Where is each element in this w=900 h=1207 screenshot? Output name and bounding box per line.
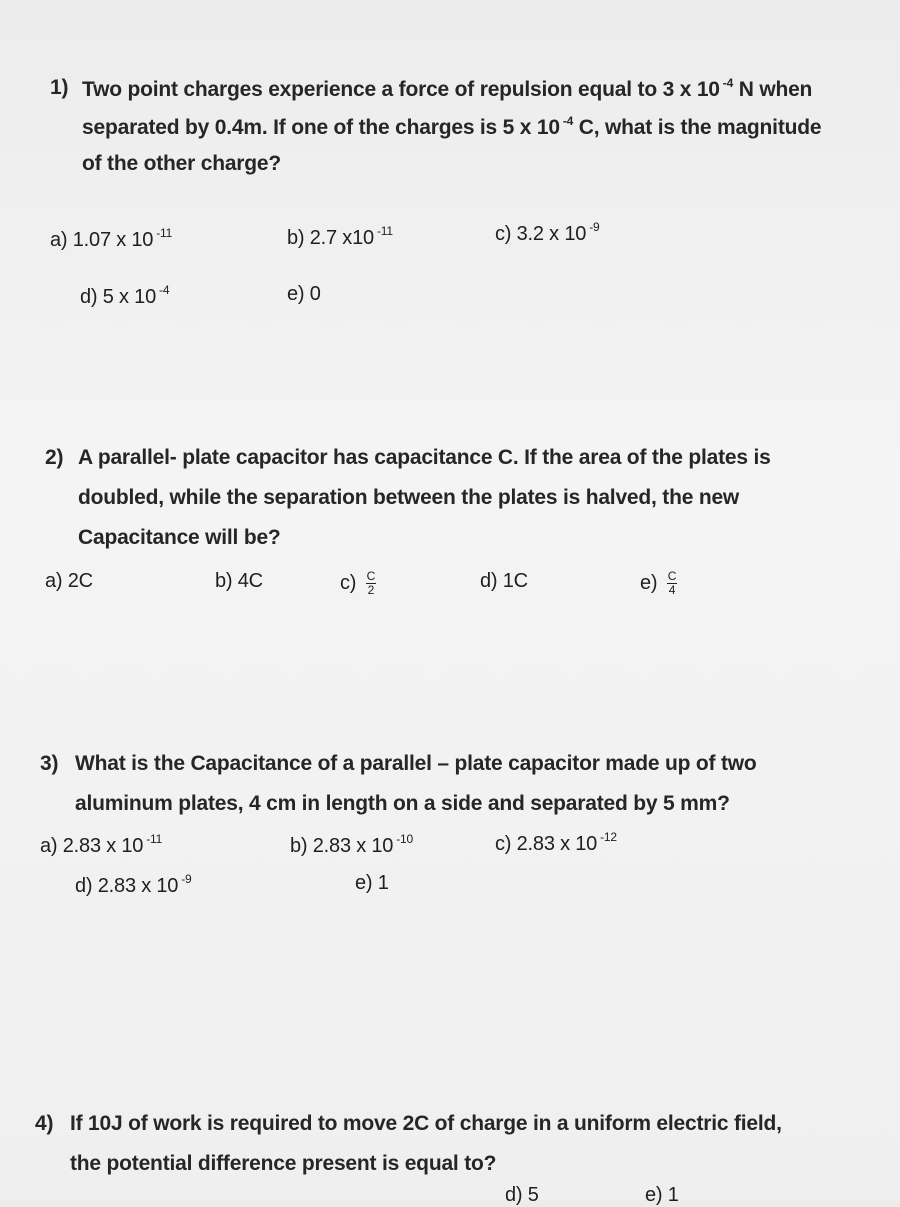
answer-option: b) 4C	[215, 570, 263, 593]
question-line: separated by 0.4m. If one of the charges…	[82, 114, 822, 140]
option-label: e)	[640, 571, 658, 594]
option-value: 2.7 x10	[309, 227, 374, 249]
option-value: 1	[377, 872, 389, 894]
question-number: 3)	[40, 752, 59, 775]
option-value: 1	[667, 1184, 679, 1206]
answer-option: a) 2.83 x 10 -11	[40, 832, 162, 858]
question-line: the potential difference present is equa…	[70, 1152, 496, 1176]
option-value: 2.83 x 10	[97, 875, 179, 897]
option-value: 1C	[502, 570, 528, 592]
option-label: d)	[480, 570, 498, 592]
option-value: 2.83 x 10	[312, 835, 394, 857]
question-number: 2)	[45, 446, 64, 469]
option-value: 3.2 x 10	[516, 223, 587, 245]
option-value: 2.83 x 10	[62, 835, 144, 857]
option-label: a)	[40, 835, 58, 857]
question-line: Capacitance will be?	[78, 526, 281, 550]
exponent: -9	[181, 872, 192, 886]
option-value: 2.83 x 10	[516, 833, 598, 855]
numerator: C	[365, 569, 377, 584]
answer-option: d) 2.83 x 10 -9	[75, 872, 192, 898]
option-label: c)	[495, 223, 512, 245]
question-text: N when	[733, 78, 813, 101]
answer-option: e) 0	[287, 283, 321, 306]
question-line: of the other charge?	[82, 152, 281, 176]
question-number: 1)	[50, 76, 69, 99]
question-text: A parallel- plate capacitor has capacita…	[78, 446, 771, 469]
answer-option: c) 3.2 x 10 -9	[495, 220, 600, 246]
option-label: e)	[645, 1184, 663, 1206]
exponent: -11	[156, 226, 173, 240]
option-label: b)	[290, 835, 308, 857]
question-text: separated by 0.4m. If one of the charges…	[82, 116, 560, 139]
exponent: -4	[562, 114, 574, 128]
option-value: 5	[527, 1184, 539, 1206]
option-value: 4C	[237, 570, 263, 592]
numerator: C	[666, 569, 678, 584]
option-label: b)	[287, 227, 305, 249]
question-text: If 10J of work is required to move 2C of…	[70, 1112, 782, 1135]
question-line: doubled, while the separation between th…	[78, 486, 739, 510]
exponent: -9	[589, 220, 600, 234]
question-text: the potential difference present is equa…	[70, 1152, 497, 1175]
answer-option: b) 2.83 x 10 -10	[290, 832, 413, 858]
answer-option: c) 2.83 x 10 -12	[495, 830, 617, 856]
exponent: -4	[722, 76, 734, 90]
question-line: What is the Capacitance of a parallel – …	[75, 752, 757, 776]
answer-option: e) 1	[645, 1184, 679, 1207]
option-label: d)	[505, 1184, 523, 1206]
answer-option: d) 5	[505, 1184, 539, 1207]
answer-option: b) 2.7 x10 -11	[287, 224, 393, 250]
question-text: Capacitance will be?	[78, 526, 281, 549]
option-label: a)	[50, 229, 68, 251]
exponent: -11	[376, 224, 393, 238]
option-label: b)	[215, 570, 233, 592]
question-number: 4)	[35, 1112, 54, 1135]
answer-option: a) 2C	[45, 570, 93, 593]
option-label: d)	[80, 286, 98, 308]
option-label: e)	[287, 283, 305, 305]
question-text: C, what is the magnitude	[573, 116, 822, 139]
option-label: c)	[495, 833, 512, 855]
option-label: c)	[340, 571, 357, 594]
option-value: 1.07 x 10	[72, 229, 154, 251]
question-line: If 10J of work is required to move 2C of…	[70, 1112, 782, 1136]
question-text: Two point charges experience a force of …	[82, 78, 720, 101]
option-value: 0	[309, 283, 321, 305]
question-text: of the other charge?	[82, 152, 282, 175]
answer-option: d) 5 x 10 -4	[80, 283, 170, 309]
exponent: -10	[396, 832, 413, 846]
option-label: d)	[75, 875, 93, 897]
option-value: 2C	[67, 570, 93, 592]
denominator: 4	[668, 583, 676, 597]
exponent: -12	[600, 830, 617, 844]
option-label: e)	[355, 872, 373, 894]
question-line: Two point charges experience a force of …	[82, 76, 812, 102]
answer-option: a) 1.07 x 10 -11	[50, 226, 172, 252]
answer-option: d) 1C	[480, 570, 528, 593]
denominator: 2	[367, 583, 375, 597]
question-text: aluminum plates, 4 cm in length on a sid…	[75, 792, 730, 815]
question-line: A parallel- plate capacitor has capacita…	[78, 446, 771, 470]
exponent: -4	[159, 283, 170, 297]
exponent: -11	[146, 832, 163, 846]
question-text: doubled, while the separation between th…	[78, 486, 740, 509]
question-text: What is the Capacitance of a parallel – …	[75, 752, 757, 775]
question-line: aluminum plates, 4 cm in length on a sid…	[75, 792, 730, 816]
option-value: 5 x 10	[102, 286, 157, 308]
answer-option: e) 1	[355, 872, 389, 895]
option-label: a)	[45, 570, 63, 592]
